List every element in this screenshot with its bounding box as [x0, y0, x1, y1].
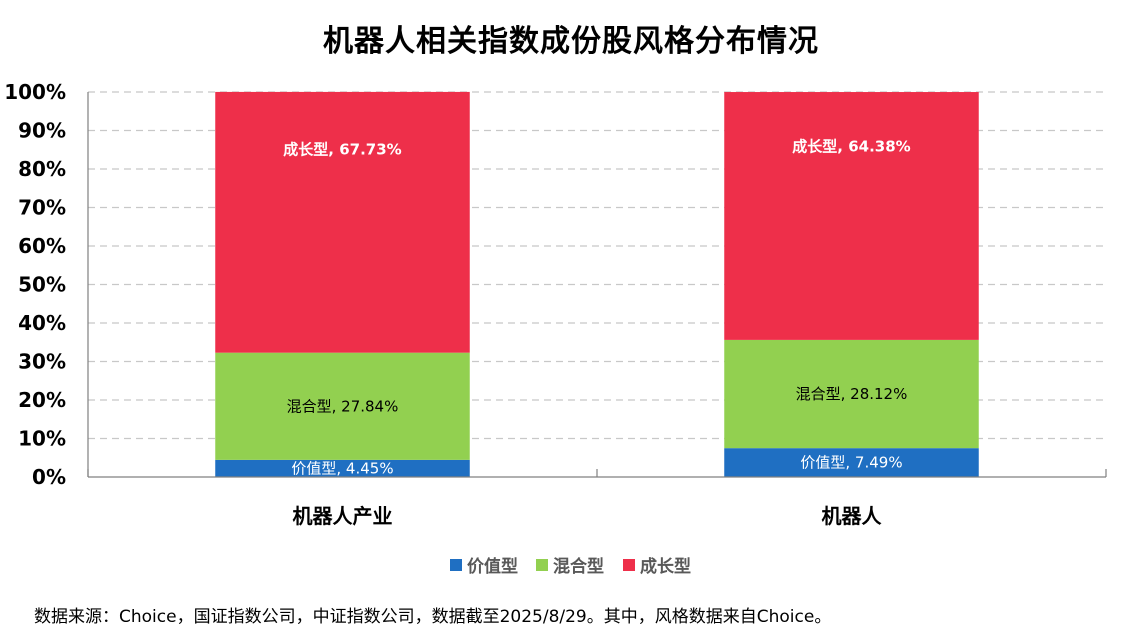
legend-label: 成长型: [640, 556, 691, 577]
bar-segment: [724, 448, 979, 477]
x-tick-labels: 机器人产业 机器人: [293, 504, 883, 528]
data-label: 成长型, 67.73%: [283, 140, 401, 158]
y-tick-label: 50%: [18, 273, 66, 297]
y-tick-label: 100%: [4, 80, 66, 104]
bar-segment: [724, 339, 979, 449]
data-label: 混合型, 27.84%: [287, 397, 399, 415]
bar-segment: [215, 459, 470, 477]
chart-title: 机器人相关指数成份股风格分布情况: [323, 24, 819, 59]
y-tick-label: 0%: [32, 465, 66, 489]
y-tick-label: 80%: [18, 157, 66, 181]
y-tick-label: 10%: [18, 427, 66, 451]
data-labels: 价值型, 4.45% 混合型, 27.84% 成长型, 67.73% 价值型, 7.4…: [283, 138, 910, 478]
source-footnote: 数据来源：Choice，国证指数公司，中证指数公司，数据截至2025/8/29。…: [34, 607, 832, 627]
data-label: 价值型, 7.49%: [800, 454, 902, 472]
y-tick-label: 40%: [18, 311, 66, 335]
y-tick-label: 70%: [18, 196, 66, 220]
legend-label: 价值型: [467, 556, 518, 577]
y-tick-label: 60%: [18, 234, 66, 258]
x-tick-label: 机器人产业: [293, 504, 393, 528]
legend-swatch: [536, 559, 548, 571]
legend-swatch: [450, 559, 462, 571]
stacked-bar-chart: 0%10%20%30%40%50%60%70%80%90%100% 机器人产业机…: [4, 80, 1107, 577]
data-label: 混合型, 28.12%: [796, 385, 908, 403]
x-tick-label: 机器人: [822, 504, 883, 528]
y-tick-label: 30%: [18, 350, 66, 374]
data-label: 成长型, 64.38%: [792, 138, 910, 156]
y-tick-label: 20%: [18, 388, 66, 412]
bars: [215, 91, 979, 477]
y-tick-label: 90%: [18, 119, 66, 143]
bar-segment: [215, 91, 470, 353]
bar-segment: [215, 352, 470, 460]
legend-swatch: [623, 559, 635, 571]
axes: [87, 92, 1107, 478]
bar-segment: [724, 92, 979, 340]
data-label: 价值型, 4.45%: [291, 459, 393, 477]
legend: 价值型 混合型 成长型: [450, 556, 691, 577]
y-tick-labels: 0% 10% 20% 30% 40% 50% 60% 70% 80% 90% 100%: [4, 80, 66, 489]
legend-label: 混合型: [553, 556, 604, 577]
